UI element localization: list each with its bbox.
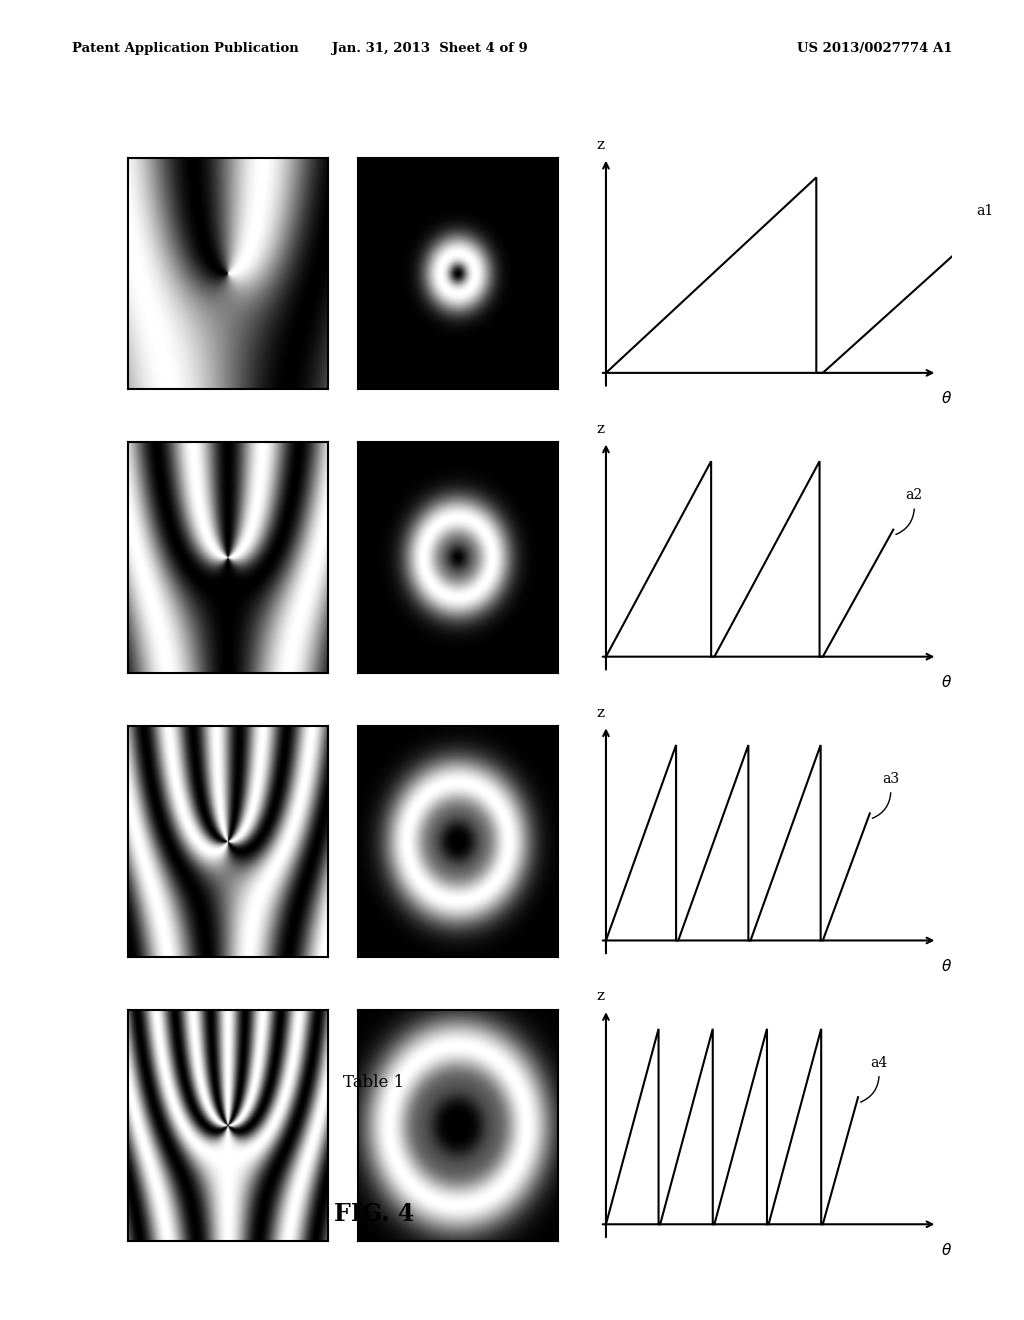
Text: Table 1: Table 1	[343, 1074, 404, 1090]
Text: Jan. 31, 2013  Sheet 4 of 9: Jan. 31, 2013 Sheet 4 of 9	[332, 42, 528, 55]
Text: z: z	[596, 139, 604, 152]
Text: FIG. 4: FIG. 4	[334, 1203, 414, 1226]
Text: $\theta$: $\theta$	[941, 958, 952, 974]
Text: a1: a1	[976, 205, 993, 218]
Text: US 2013/0027774 A1: US 2013/0027774 A1	[797, 42, 952, 55]
Text: z: z	[596, 990, 604, 1003]
Text: a4: a4	[870, 1056, 888, 1069]
Text: $\theta$: $\theta$	[941, 391, 952, 407]
Text: a2: a2	[905, 488, 923, 502]
Text: z: z	[596, 706, 604, 719]
Text: Patent Application Publication: Patent Application Publication	[72, 42, 298, 55]
Text: a3: a3	[882, 772, 899, 785]
Text: $\theta$: $\theta$	[941, 675, 952, 690]
Text: z: z	[596, 422, 604, 436]
Text: $\theta$: $\theta$	[941, 1242, 952, 1258]
